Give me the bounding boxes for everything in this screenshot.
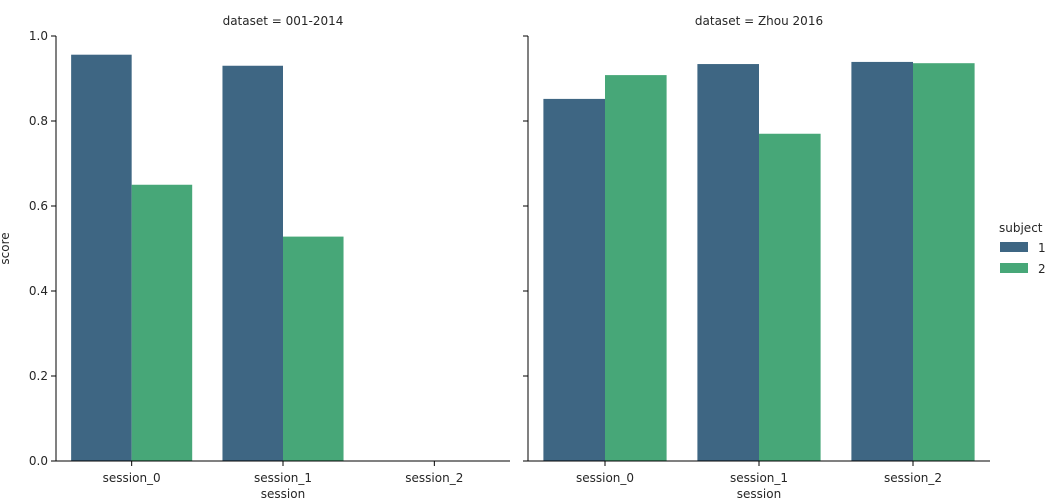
y-tick-label: 0.2: [29, 369, 48, 383]
x-axis-label: session: [261, 487, 305, 500]
y-tick-label: 0.4: [29, 284, 48, 298]
bar-panel1-series1-session_1: [222, 65, 283, 461]
bar-panel1-series2-session_1: [283, 236, 344, 461]
bar-panel1-series1-session_0: [71, 54, 132, 461]
x-tick-label: session_1: [254, 471, 312, 485]
bar-panel2-series2-session_2: [913, 63, 975, 461]
y-tick-label: 0.8: [29, 114, 48, 128]
legend-swatch-2: [1000, 263, 1028, 273]
bar-panel2-series1-session_0: [543, 98, 605, 462]
y-tick-label: 0.6: [29, 199, 48, 213]
y-tick-label: 1.0: [29, 29, 48, 43]
bar-panel2-series2-session_1: [759, 133, 821, 461]
bar-panel1-series2-session_0: [131, 184, 193, 461]
y-tick-label: 0.0: [29, 454, 48, 468]
legend-label: 2: [1038, 262, 1046, 276]
x-tick-label: session_2: [405, 471, 463, 485]
x-tick-label: session_2: [884, 471, 942, 485]
x-tick-label: session_0: [576, 471, 634, 485]
x-tick-label: session_0: [103, 471, 161, 485]
x-tick-label: session_1: [730, 471, 788, 485]
bar-panel2-series1-session_1: [697, 64, 759, 462]
bar-panel2-series1-session_2: [851, 61, 913, 462]
panel-title: dataset = Zhou 2016: [695, 14, 823, 28]
legend-swatch-1: [1000, 242, 1028, 252]
y-axis-label: score: [0, 232, 12, 264]
bar-panel2-series2-session_0: [605, 75, 667, 461]
x-axis-label: session: [737, 487, 781, 500]
legend-title: subject: [999, 221, 1043, 235]
panel-title: dataset = 001-2014: [223, 14, 344, 28]
legend-label: 1: [1038, 241, 1046, 255]
